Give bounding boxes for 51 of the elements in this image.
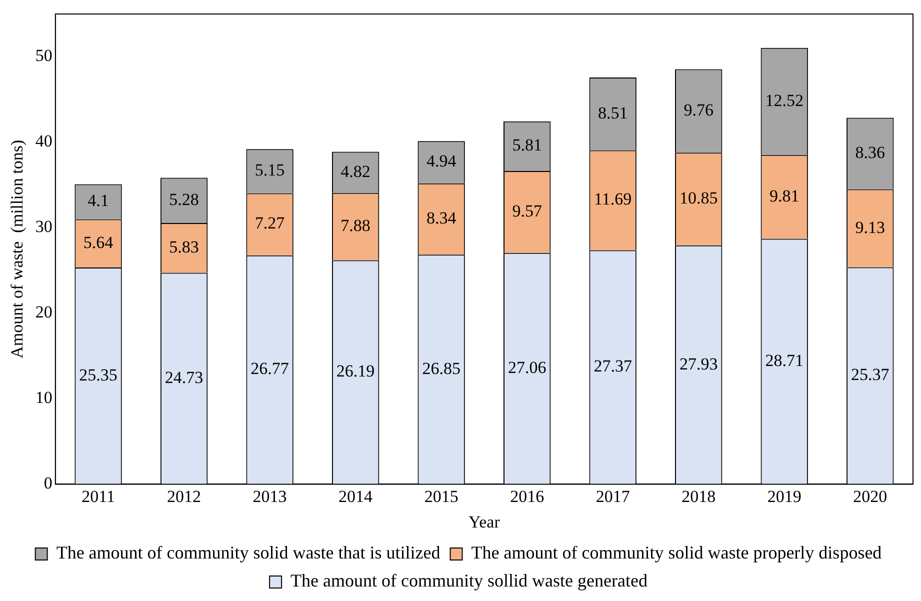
data-label: 7.27 bbox=[254, 214, 286, 233]
y-tick-label: 0 bbox=[44, 474, 52, 493]
legend-label: The amount of community sollid waste generated bbox=[290, 570, 648, 591]
data-label: 5.83 bbox=[169, 237, 199, 256]
x-tick-label: 2013 bbox=[252, 486, 287, 506]
data-label: 25.37 bbox=[850, 365, 890, 384]
data-label: 4.82 bbox=[340, 162, 370, 181]
y-tick-label: 50 bbox=[35, 46, 52, 66]
data-label: 26.77 bbox=[250, 359, 290, 378]
data-label: 4.94 bbox=[426, 152, 457, 171]
y-tick-label: 10 bbox=[35, 388, 52, 408]
y-tick-label: 30 bbox=[35, 217, 52, 236]
data-label: 27.06 bbox=[508, 358, 546, 377]
data-label: 11.69 bbox=[594, 190, 632, 209]
x-tick-label: 2020 bbox=[853, 486, 888, 506]
x-tick-label: 2012 bbox=[167, 486, 202, 506]
x-tick-label: 2018 bbox=[682, 486, 716, 506]
data-label: 27.93 bbox=[679, 354, 718, 374]
data-label: 5.15 bbox=[254, 160, 285, 180]
y-tick-label: 20 bbox=[35, 302, 52, 322]
data-label: 9.81 bbox=[769, 186, 800, 206]
x-tick-label: 2016 bbox=[510, 486, 544, 506]
data-label: 5.64 bbox=[83, 232, 114, 252]
x-tick-label: 2014 bbox=[338, 486, 374, 506]
data-label: 8.36 bbox=[855, 142, 885, 162]
data-label: 5.81 bbox=[512, 136, 542, 155]
x-tick-label: 2015 bbox=[424, 486, 458, 506]
data-label: 8.51 bbox=[598, 103, 628, 122]
data-label: 10.85 bbox=[679, 188, 718, 208]
x-tick-label: 2017 bbox=[596, 486, 630, 506]
data-label: 25.35 bbox=[79, 365, 118, 384]
legend-label: The amount of community solid waste that is utilized bbox=[56, 542, 440, 563]
x-axis-title: Year bbox=[468, 512, 500, 532]
data-label: 26.85 bbox=[422, 358, 460, 378]
data-label: 9.57 bbox=[512, 201, 542, 220]
data-label: 26.19 bbox=[336, 362, 375, 381]
y-tick-label: 40 bbox=[35, 132, 52, 151]
data-label: 24.73 bbox=[164, 368, 204, 387]
data-label: 5.28 bbox=[169, 190, 199, 209]
data-label: 4.1 bbox=[88, 191, 109, 210]
data-label: 7.88 bbox=[340, 216, 370, 236]
data-label: 9.76 bbox=[684, 100, 714, 120]
y-axis-title: Amount of waste (million tons) bbox=[8, 140, 27, 358]
x-tick-label: 2011 bbox=[82, 486, 115, 506]
data-label: 28.71 bbox=[765, 350, 804, 370]
data-label: 8.34 bbox=[426, 208, 457, 228]
data-label: 9.13 bbox=[855, 218, 885, 237]
data-label: 27.37 bbox=[594, 356, 632, 376]
legend-label: The amount of community solid waste properly disposed bbox=[471, 542, 882, 563]
x-tick-label: 2019 bbox=[767, 486, 802, 506]
data-label: 12.52 bbox=[765, 90, 804, 110]
